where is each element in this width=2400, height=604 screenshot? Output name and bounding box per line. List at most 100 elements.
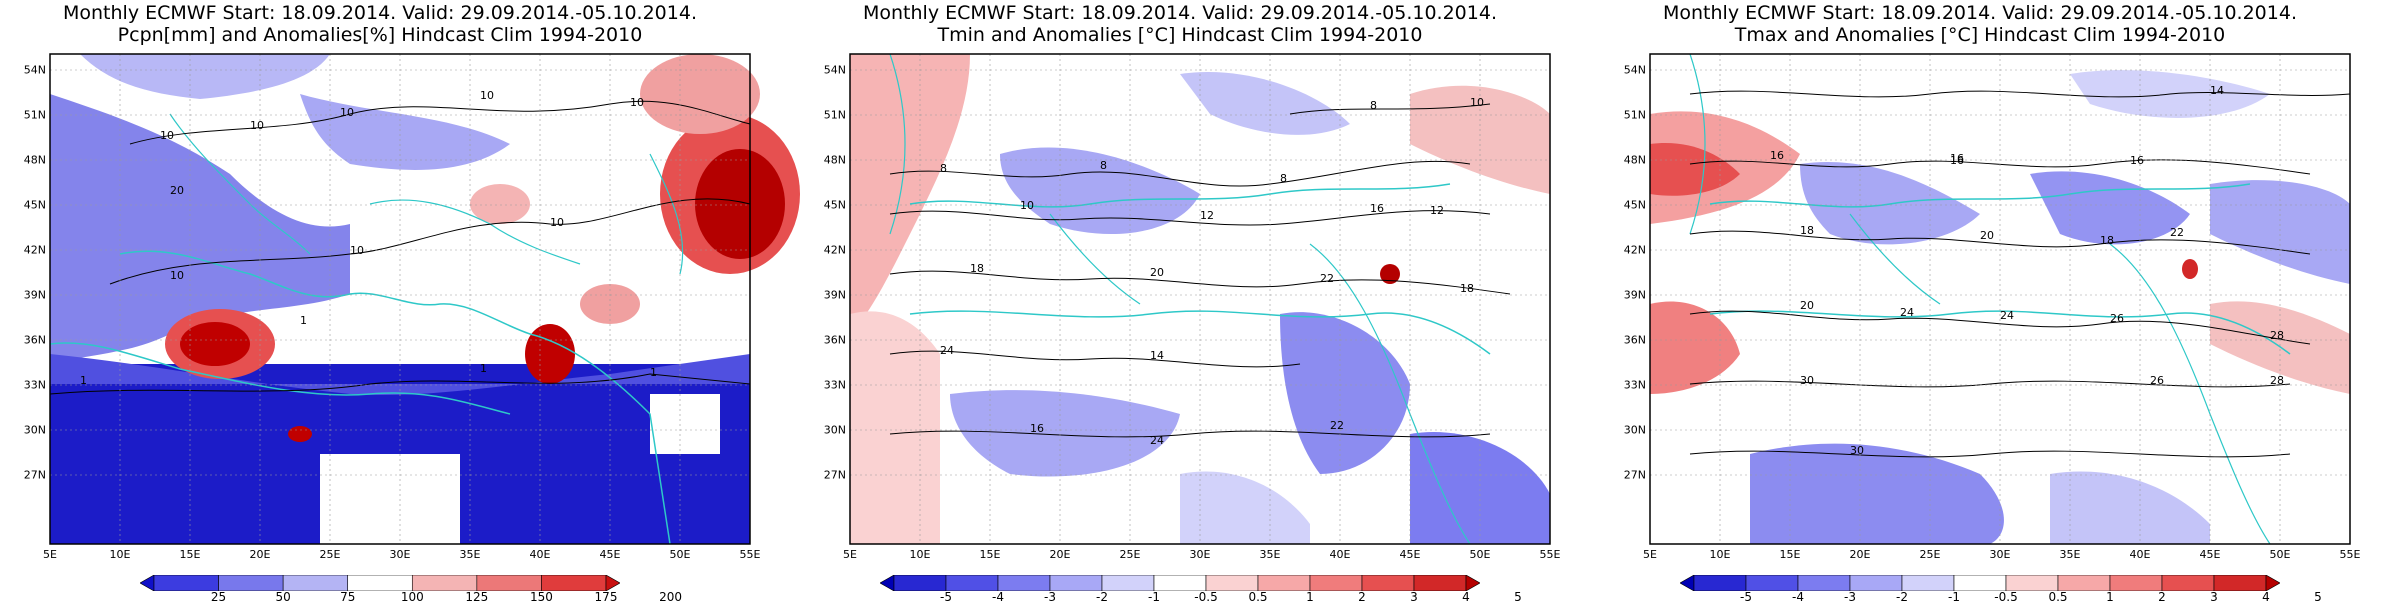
colorbar-segment	[1745, 574, 1799, 592]
lat-tick-label: 45N	[1623, 198, 1646, 212]
contour-label: 10	[350, 244, 364, 257]
lat-tick-label: 42N	[23, 243, 46, 257]
lon-tick-label: 5E	[43, 548, 57, 561]
lon-tick-label: 40E	[529, 548, 551, 561]
colorbar-segment	[218, 574, 284, 592]
lon-tick-label: 10E	[909, 548, 931, 561]
colorbar-label: -0.5	[1194, 590, 1218, 604]
lat-tick-label: 39N	[823, 288, 846, 302]
lon-tick-label: 55E	[1539, 548, 1561, 561]
contour-label: 26	[2110, 312, 2124, 325]
lon-tick-label: 50E	[1469, 548, 1491, 561]
lon-tick-label: 50E	[2269, 548, 2291, 561]
lon-tick-label: 45E	[599, 548, 621, 561]
lat-tick-label: 45N	[23, 198, 46, 212]
colorbar-segment	[476, 574, 542, 592]
colorbar-label: 1	[2106, 590, 2114, 604]
tmin-panel: Monthly ECMWF Start: 18.09.2014. Valid: …	[800, 0, 1561, 604]
contour-label: 18	[2100, 234, 2114, 247]
contour-label: 30	[1850, 444, 1864, 457]
lat-tick-label: 30N	[23, 423, 46, 437]
lon-tick-label: 25E	[1119, 548, 1141, 561]
contour-label: 18	[1460, 282, 1474, 295]
colorbar-segment	[1693, 574, 1747, 592]
colorbar-segment	[2265, 574, 2281, 592]
lon-tick-label: 50E	[669, 548, 691, 561]
precip-panel: Monthly ECMWF Start: 18.09.2014. Valid: …	[0, 0, 800, 604]
lat-tick-label: 51N	[1623, 108, 1646, 122]
colorbar-label: -5	[940, 590, 952, 604]
lon-tick-label: 30E	[1189, 548, 1211, 561]
contour-label: 20	[170, 184, 184, 197]
precip-map: 10 10 10 10 10 10 10 10 1 1 1 1 20	[49, 53, 800, 545]
colorbar-segment	[1679, 574, 1695, 592]
lat-tick-label: 39N	[23, 288, 46, 302]
colorbar-label: 25	[210, 590, 227, 604]
colorbar-segment	[1153, 574, 1207, 592]
contour-label: 1	[480, 362, 487, 375]
lon-tick-label: 25E	[1919, 548, 1941, 561]
colorbar-segment	[1257, 574, 1311, 592]
colorbar-segment	[2057, 574, 2111, 592]
lon-tick-label: 20E	[1849, 548, 1871, 561]
lat-tick-label: 42N	[1623, 243, 1646, 257]
colorbar-label: -5	[1740, 590, 1752, 604]
colorbar-segment	[282, 574, 349, 592]
lat-tick-label: 51N	[823, 108, 846, 122]
contour-label: 8	[1370, 99, 1377, 112]
colorbar-segment	[893, 574, 947, 592]
contour-label: 16	[1370, 202, 1384, 215]
contour-label: 22	[1320, 272, 1334, 285]
colorbar-label: -4	[992, 590, 1004, 604]
contour-label: 14	[1150, 349, 1164, 362]
contour-label: 10	[630, 96, 644, 109]
lat-tick-label: 48N	[1623, 153, 1646, 167]
lat-tick-label: 42N	[823, 243, 846, 257]
colorbar-label: 0.5	[2048, 590, 2068, 604]
contour-label: 22	[1330, 419, 1344, 432]
colorbar-label: 4	[1462, 590, 1470, 604]
colorbar-segment	[605, 574, 621, 592]
colorbar-segment	[2109, 574, 2163, 592]
contour-label: 10	[160, 129, 174, 142]
colorbar-segment	[411, 574, 478, 592]
colorbar-segment	[1309, 574, 1363, 592]
panel-title-line2: Tmax and Anomalies [°C] Hindcast Clim 19…	[1734, 24, 2226, 46]
lat-tick-label: 54N	[823, 63, 846, 77]
colorbar-label: 5	[1514, 590, 1522, 604]
contour-label: 12	[1200, 209, 1214, 222]
contour-labels: 10 10 10 10 10 10 10 10 1 1 1 1 20	[80, 89, 657, 387]
colorbar-segment	[2005, 574, 2059, 592]
lon-tick-label: 25E	[319, 548, 341, 561]
colorbar-segment	[2213, 574, 2267, 592]
colorbar-segment	[1797, 574, 1851, 592]
colorbar-label: -1	[1148, 590, 1160, 604]
colorbar-segment	[1205, 574, 1259, 592]
lat-tick-label: 27N	[23, 468, 46, 482]
contour-label: 16	[1030, 422, 1044, 435]
lat-tick-label: 54N	[1623, 63, 1646, 77]
lat-tick-label: 36N	[23, 333, 46, 347]
lat-tick-label: 33N	[23, 378, 46, 392]
lon-tick-label: 45E	[2199, 548, 2221, 561]
colorbar-segment	[945, 574, 999, 592]
contour-label: 8	[940, 162, 947, 175]
colorbar-label: -3	[1044, 590, 1056, 604]
lon-tick-label: 35E	[459, 548, 481, 561]
lat-tick-label: 36N	[1623, 333, 1646, 347]
tmax-panel: Monthly ECMWF Start: 18.09.2014. Valid: …	[1600, 0, 2361, 604]
contour-label: 10	[250, 119, 264, 132]
colorbar-graphic	[879, 574, 1481, 592]
contour-label: 10	[480, 89, 494, 102]
colorbar-label: 1	[1306, 590, 1314, 604]
lat-tick-label: 36N	[823, 333, 846, 347]
colorbar-label: 125	[465, 590, 489, 604]
colorbar-segment	[1849, 574, 1903, 592]
colorbar-segment	[1101, 574, 1155, 592]
colorbar-segment	[997, 574, 1051, 592]
contour-label: 8	[1100, 159, 1107, 172]
colorbar-label: 200	[659, 590, 683, 604]
colorbar-segment	[1413, 574, 1467, 592]
